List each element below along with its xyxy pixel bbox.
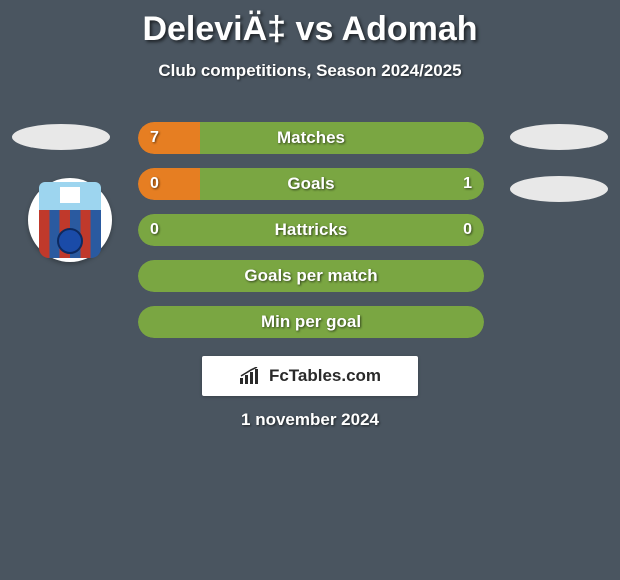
stat-label: Hattricks [138, 214, 484, 246]
player-right-placeholder-2 [510, 176, 608, 202]
page-title: DeleviÄ‡ vs Adomah [0, 0, 620, 49]
stat-label: Min per goal [138, 306, 484, 338]
stat-row: Goals0 1 [138, 168, 484, 200]
stat-label: Goals [138, 168, 484, 200]
stat-right-value: 0 [463, 214, 472, 246]
date-label: 1 november 2024 [0, 410, 620, 430]
stat-right-value: 1 [463, 168, 472, 200]
badge-top-icon [39, 182, 101, 210]
player-left-placeholder [12, 124, 110, 150]
badge-ball-icon [57, 228, 83, 254]
stat-left-value: 0 [150, 168, 159, 200]
stat-row: Min per goal [138, 306, 484, 338]
watermark-chart-icon [239, 367, 263, 385]
subtitle: Club competitions, Season 2024/2025 [0, 61, 620, 81]
stat-left-value: 7 [150, 122, 159, 154]
club-badge [28, 178, 112, 262]
stat-left-value: 0 [150, 214, 159, 246]
player-right-placeholder-1 [510, 124, 608, 150]
stat-bars-container: Matches7Goals01Hattricks00Goals per matc… [138, 122, 484, 352]
watermark: FcTables.com [202, 356, 418, 396]
stat-label: Goals per match [138, 260, 484, 292]
watermark-text: FcTables.com [269, 366, 381, 386]
stat-label: Matches [138, 122, 484, 154]
infographic-content: DeleviÄ‡ vs Adomah Club competitions, Se… [0, 0, 620, 580]
stat-row: Goals per match [138, 260, 484, 292]
club-badge-shield [39, 182, 101, 258]
stat-row: Hattricks0 0 [138, 214, 484, 246]
stat-row: Matches7 [138, 122, 484, 154]
